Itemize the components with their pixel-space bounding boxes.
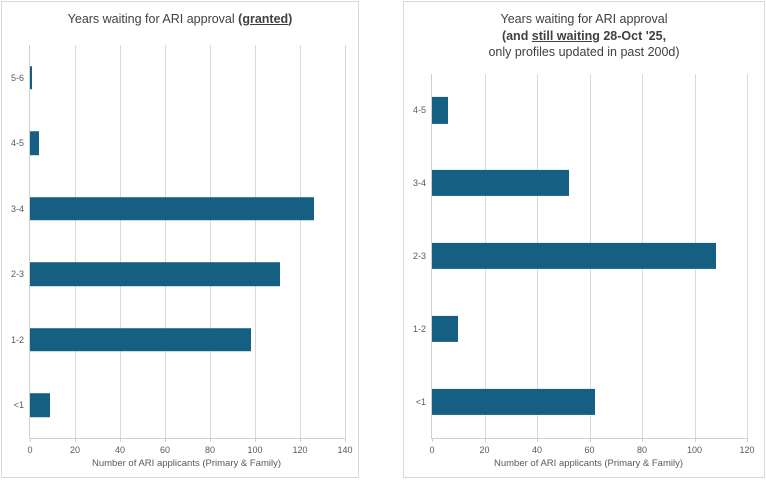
x-tick-mark [432, 438, 433, 442]
bar [30, 65, 33, 90]
bar-row: 4-5 [11, 110, 345, 175]
x-tick-label: 120 [739, 445, 755, 455]
title-segment: Years waiting for ARI approval [500, 12, 668, 26]
chart-title: Years waiting for ARI approval (granted) [2, 11, 358, 28]
bar [30, 327, 251, 352]
x-tick-label: 60 [159, 445, 171, 455]
x-tick-label: 20 [479, 445, 490, 455]
x-tick-label: 140 [337, 445, 353, 455]
category-label: 4-5 [10, 138, 24, 149]
x-tick-mark [30, 438, 31, 442]
title-segment: 28-Oct '25, [599, 28, 667, 43]
title-segment: granted [242, 12, 289, 26]
chart-title-line: Years waiting for ARI approval (granted) [2, 11, 358, 28]
bar [432, 170, 569, 197]
x-tick-label: 100 [247, 445, 263, 455]
category-label: 5-6 [10, 72, 24, 83]
x-tick-mark [642, 438, 643, 442]
bar-row: 1-2 [11, 307, 345, 372]
x-tick-label: 20 [69, 445, 81, 455]
gridline [75, 45, 76, 438]
x-tick-mark [300, 438, 301, 442]
category-label: 1-2 [412, 323, 426, 334]
gridline [300, 45, 301, 438]
chart-panel-granted: Years waiting for ARI approval (granted)… [1, 1, 359, 478]
bar-row: <1 [14, 373, 345, 438]
title-segment: only profiles updated in past 200d) [488, 45, 680, 59]
category-label: 3-4 [10, 203, 24, 214]
plot-area: 0 20 40 60 80 100 120 4-5 3-4 2-3 1-2 <1 [413, 74, 755, 455]
category-label: 2-3 [10, 269, 24, 280]
x-tick-mark [537, 438, 538, 442]
chart-title-line: Years waiting for ARI approval [404, 11, 764, 28]
x-tick-label: 40 [114, 445, 126, 455]
x-tick-mark [747, 438, 748, 442]
x-tick-mark [75, 438, 76, 442]
category-label: <1 [415, 396, 426, 407]
title-segment: Years waiting for ARI approval [67, 12, 239, 26]
x-tick-mark [120, 438, 121, 442]
x-tick-label: 80 [204, 445, 216, 455]
gridline [345, 45, 346, 438]
x-tick-label: 60 [584, 445, 595, 455]
category-label: <1 [13, 400, 24, 411]
bar-row: 4-5 [413, 74, 747, 147]
title-segment: (and [501, 28, 532, 43]
bar-row: 2-3 [11, 242, 345, 307]
x-tick-label: 120 [292, 445, 308, 455]
x-tick-mark [694, 438, 696, 442]
x-axis-title: Number of ARI applicants (Primary & Fami… [92, 458, 281, 469]
title-segment: ( [238, 12, 243, 26]
bar [432, 242, 716, 270]
bar [432, 315, 459, 342]
gridline [747, 74, 748, 438]
bar-row: <1 [416, 365, 747, 438]
chart-title: Years waiting for ARI approval (and still… [404, 11, 764, 61]
bar-row: 2-3 [413, 220, 747, 293]
title-segment: ) [288, 12, 293, 26]
category-label: 4-5 [412, 105, 426, 116]
bar [30, 393, 51, 418]
bar [30, 196, 314, 221]
chart-title-line: (and still waiting 28-Oct '25, [404, 28, 764, 45]
gridline [120, 45, 121, 438]
gridline [255, 45, 256, 438]
bar [30, 131, 39, 155]
bar [432, 388, 595, 415]
bar-row: 5-6 [11, 45, 345, 110]
bar [30, 262, 280, 287]
x-tick-label: 80 [636, 445, 648, 455]
chart-title-line: only profiles updated in past 200d) [404, 44, 764, 61]
x-axis-title: Number of ARI applicants (Primary & Fami… [494, 458, 683, 469]
bar [432, 97, 448, 124]
gridline [165, 45, 166, 438]
x-tick-mark [210, 438, 211, 442]
chart-panel-still-waiting: Years waiting for ARI approval (and still… [403, 1, 765, 478]
gridline [210, 45, 211, 438]
x-tick-label: 100 [686, 445, 703, 455]
title-segment: still waiting [531, 28, 600, 43]
category-label: 3-4 [412, 178, 426, 189]
category-label: 2-3 [412, 250, 426, 261]
category-label: 1-2 [10, 334, 24, 345]
bar-row: 3-4 [413, 147, 747, 220]
x-tick-mark [165, 438, 166, 442]
x-tick-mark [484, 438, 486, 442]
x-tick-label: 0 [429, 445, 435, 455]
plot-area: 0 20 40 60 80 100 120 140 5-6 4-5 3-4 2-3 1-2 <1 [11, 45, 353, 455]
x-tick-mark [589, 438, 591, 442]
x-tick-label: 40 [531, 445, 543, 455]
x-tick-mark [255, 438, 256, 442]
bar-row: 3-4 [11, 176, 345, 241]
x-tick-label: 0 [27, 445, 33, 455]
bar-row: 1-2 [413, 292, 747, 365]
x-tick-mark [345, 438, 346, 442]
